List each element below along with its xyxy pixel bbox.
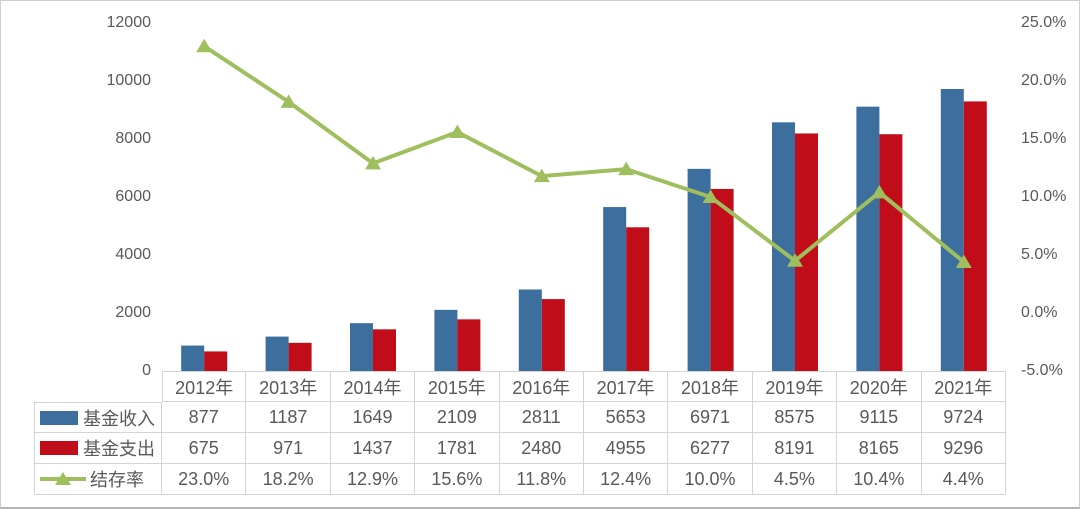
bar-income — [940, 89, 964, 371]
rate-value-cell: 23.0% — [162, 464, 247, 495]
expense-value-cell: 4955 — [583, 433, 669, 464]
income-value-cell: 2811 — [499, 402, 584, 433]
income-value-cell: 6971 — [668, 402, 753, 433]
year-header-cell: 2021年 — [921, 371, 1006, 402]
rate-marker-triangle-icon — [365, 155, 381, 170]
expense-value-cell: 1781 — [415, 433, 500, 464]
table-corner-cell — [34, 371, 162, 402]
rate-value-cell: 11.8% — [499, 464, 584, 495]
bar-income — [181, 345, 205, 371]
income-value-cell: 9115 — [837, 402, 922, 433]
legend-cell-income: 基金收入 — [34, 402, 162, 433]
year-header-cell: 2012年 — [162, 371, 247, 402]
rate-value-cell: 15.6% — [415, 464, 500, 495]
bar-expense — [879, 134, 903, 371]
rate-value-cell: 12.9% — [330, 464, 416, 495]
rate-key-marker — [55, 472, 71, 485]
year-header-cell: 2020年 — [837, 371, 922, 402]
rate-marker-triangle-icon — [280, 94, 297, 108]
bar-income — [265, 336, 289, 371]
expense-value-cell: 971 — [246, 433, 331, 464]
bar-expense — [541, 299, 565, 371]
bar-expense — [626, 227, 650, 371]
legend-label: 基金支出 — [83, 439, 155, 459]
bar-expense — [710, 188, 734, 371]
rate-marker-triangle-icon — [196, 38, 213, 53]
rate-value-cell: 10.0% — [668, 464, 753, 495]
expense-value-cell: 8191 — [752, 433, 838, 464]
rate-marker-triangle-icon — [955, 254, 972, 268]
income-value-cell: 8575 — [752, 402, 838, 433]
income-value-cell: 1187 — [246, 402, 331, 433]
rate-marker-triangle-icon — [449, 124, 466, 139]
year-header-cell: 2013年 — [246, 371, 331, 402]
rate-marker-triangle-icon — [618, 161, 635, 176]
rate-marker-triangle-icon — [787, 253, 803, 267]
expense-value-cell: 675 — [162, 433, 247, 464]
bar-income — [772, 122, 795, 371]
bar-income — [434, 309, 458, 371]
rate-value-cell: 18.2% — [246, 464, 331, 495]
income-value-cell: 1649 — [330, 402, 416, 433]
data-table: 2012年 2013年 2014年 2015年 2016年 2017年 2018年 2019年… — [34, 371, 1006, 495]
expense-value-cell: 2480 — [499, 433, 584, 464]
expense-value-cell: 9296 — [921, 433, 1006, 464]
income-legend-swatch-icon — [40, 410, 78, 425]
legend-label: 基金收入 — [83, 408, 155, 429]
bar-income — [603, 207, 627, 371]
income-value-cell: 877 — [162, 402, 247, 433]
bar-expense — [288, 342, 312, 371]
legend-label: 结存率 — [90, 470, 144, 490]
year-header-cell: 2019年 — [752, 371, 838, 402]
rate-value-cell: 10.4% — [837, 464, 922, 495]
bar-expense — [204, 351, 228, 371]
expense-legend-swatch-icon — [40, 441, 78, 455]
rate-value-cell: 4.4% — [921, 464, 1006, 495]
rate-marker-triangle-icon — [702, 189, 719, 203]
year-header-cell: 2017年 — [583, 371, 669, 402]
rate-legend-key-icon — [40, 472, 86, 485]
year-header-cell: 2014年 — [330, 371, 416, 402]
rate-marker-triangle-icon — [533, 168, 550, 183]
year-header-cell: 2016年 — [499, 371, 584, 402]
rate-marker-triangle-icon — [871, 184, 888, 199]
year-header-cell: 2015年 — [415, 371, 500, 402]
income-value-cell: 5653 — [583, 402, 669, 433]
bar-expense — [963, 101, 987, 371]
income-value-cell: 9724 — [921, 402, 1006, 433]
legend-cell-expense: 基金支出 — [34, 433, 162, 464]
rate-line — [203, 44, 966, 264]
bar-income — [350, 323, 373, 371]
bar-expense — [457, 319, 481, 371]
income-value-cell: 2109 — [415, 402, 500, 433]
rate-value-cell: 12.4% — [583, 464, 669, 495]
legend-cell-rate: 结存率 — [34, 464, 162, 495]
bar-income — [856, 106, 880, 371]
expense-value-cell: 6277 — [668, 433, 753, 464]
expense-value-cell: 8165 — [837, 433, 922, 464]
bar-income — [687, 168, 711, 371]
bar-income — [518, 289, 542, 371]
expense-value-cell: 1437 — [330, 433, 416, 464]
year-header-cell: 2018年 — [668, 371, 753, 402]
rate-value-cell: 4.5% — [752, 464, 838, 495]
bar-expense — [373, 329, 396, 371]
